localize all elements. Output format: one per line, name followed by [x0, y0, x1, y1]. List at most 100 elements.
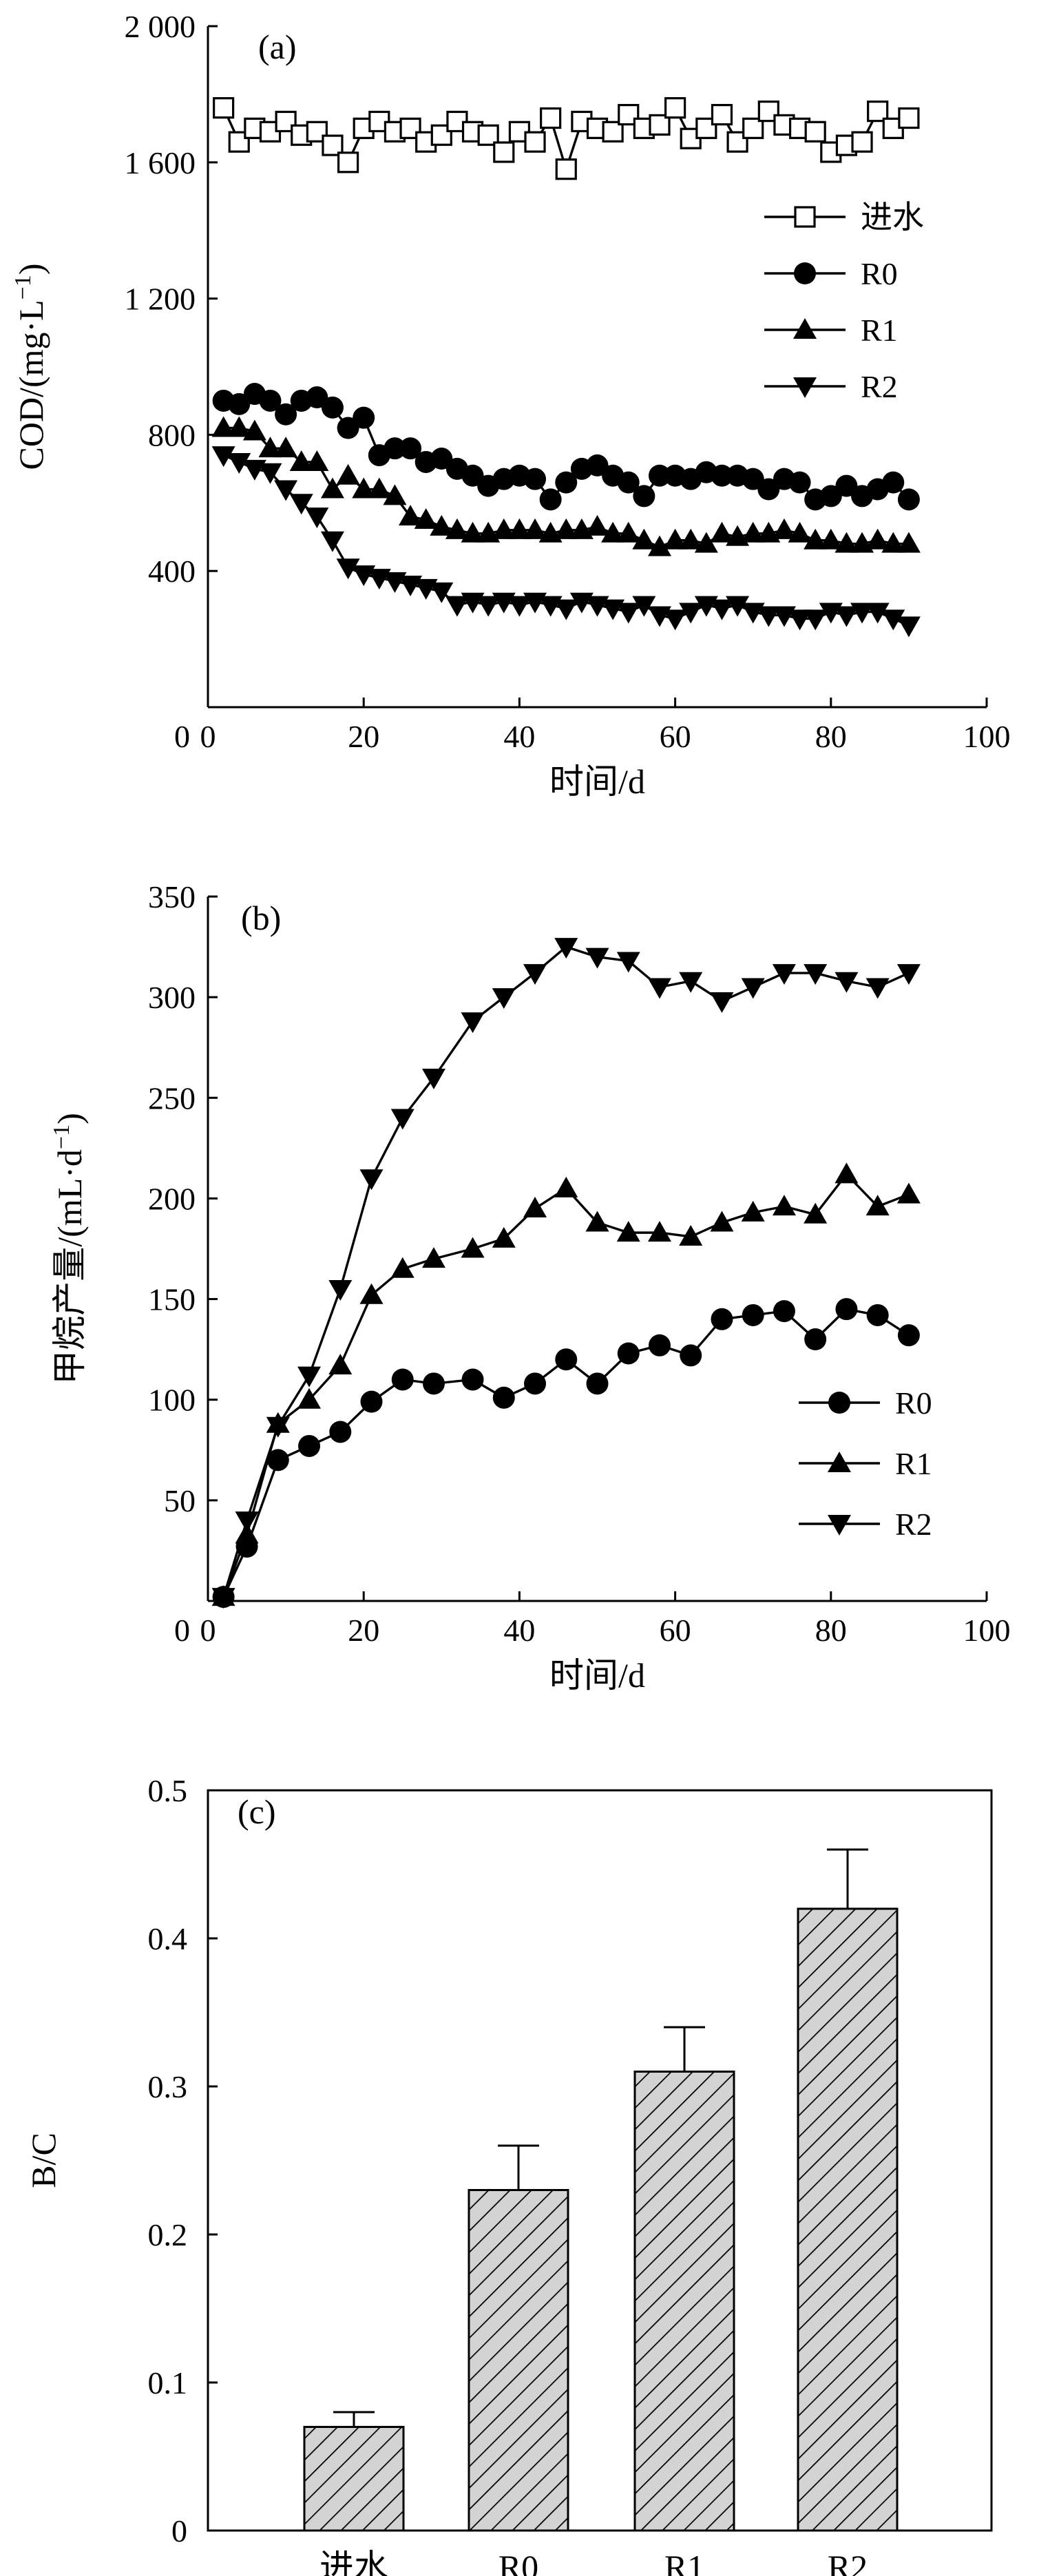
data-point [266, 1449, 289, 1472]
bar-group-series0: 进水 [303, 2411, 405, 2576]
data-point [804, 964, 828, 985]
data-point [228, 392, 251, 415]
legend-marker [828, 1515, 851, 1536]
data-point [757, 478, 780, 501]
legend-label: R1 [895, 1446, 932, 1481]
y-axis-title-close: ) [50, 1113, 89, 1124]
series-r2 [211, 446, 921, 638]
data-point [711, 464, 733, 487]
data-point [663, 528, 687, 549]
data-point [741, 1200, 765, 1222]
data-point [896, 964, 921, 985]
data-point [788, 609, 812, 631]
data-point [274, 437, 298, 458]
data-point [476, 596, 501, 617]
panel-a-cod-chart: 0 20 40 60 80 100 400 800 1 200 1 600 2 000 0 时间/d CO… [10, 9, 1011, 801]
data-point [422, 1372, 445, 1395]
data-point [320, 477, 344, 499]
data-point [211, 446, 235, 468]
panel-b-methane-chart: 0 20 40 60 80 100 50 100 150 200 250 300 350 0 时间/d 甲烷产… [49, 879, 1011, 1695]
legend-label: R0 [861, 256, 898, 291]
data-point [586, 454, 609, 477]
bar [468, 2189, 569, 2532]
panel-label: (b) [241, 899, 281, 937]
data-point [772, 1195, 796, 1216]
data-point [881, 609, 905, 631]
data-point [492, 988, 516, 1009]
legend-item-series0: 进水 [764, 200, 924, 235]
data-point [298, 1434, 321, 1457]
data-point [461, 464, 484, 487]
data-point [804, 1202, 828, 1224]
y-tick-label: 200 [148, 1181, 196, 1216]
data-point [507, 518, 532, 539]
x-axis-title: 时间/d [549, 762, 645, 801]
legend-marker [793, 318, 817, 339]
plot-frame [207, 1789, 993, 2532]
series-line-r1 [222, 1172, 910, 1598]
data-point [741, 978, 765, 999]
data-point [523, 1197, 547, 1218]
y-tick-label: 0.5 [148, 1773, 188, 1808]
data-point [297, 1366, 322, 1388]
data-point [710, 521, 734, 543]
data-point [835, 1162, 859, 1184]
data-point [757, 606, 781, 627]
data-point [585, 1211, 609, 1232]
legend-marker [793, 377, 817, 398]
data-point [898, 107, 920, 129]
data-point [305, 507, 329, 529]
data-point [227, 416, 251, 437]
bar-group-r2: R2 [797, 1848, 899, 2576]
data-point [649, 114, 671, 136]
data-point [647, 1221, 671, 1242]
x-tick-label: 60 [660, 1613, 691, 1648]
data-point [384, 437, 406, 460]
series-r2 [211, 938, 921, 1609]
data-point [228, 131, 250, 153]
data-point [804, 528, 828, 549]
data-point [819, 485, 842, 507]
data-point [679, 972, 703, 993]
data-point [461, 1368, 484, 1391]
data-point [742, 468, 764, 490]
data-point [663, 609, 687, 631]
y-tick-label: 0 [171, 2513, 187, 2548]
data-point [741, 521, 765, 543]
data-point [632, 528, 656, 549]
data-point [896, 532, 921, 553]
x-tick-label: 100 [963, 1613, 1011, 1648]
x-tick-label: 20 [348, 719, 379, 754]
data-point [337, 417, 359, 439]
data-point [555, 1348, 578, 1371]
data-point [554, 938, 578, 959]
data-point [586, 1372, 609, 1395]
panel-label: (a) [258, 28, 297, 66]
data-point [648, 464, 671, 487]
data-point [445, 596, 469, 617]
data-point [617, 471, 640, 494]
legend-item-r2: R2 [799, 1507, 932, 1542]
y-axis-title: 甲烷产量/(mL·d−1) [49, 1113, 89, 1384]
data-point [414, 508, 438, 530]
data-point [710, 1211, 734, 1232]
y-tick-label: 250 [148, 1080, 196, 1116]
legend: 进水 R0 R1 R2 [764, 200, 924, 404]
data-point [328, 1279, 353, 1301]
data-point [289, 494, 313, 515]
data-point [492, 518, 516, 539]
data-point [336, 558, 360, 580]
data-point [835, 1298, 858, 1321]
data-point [804, 121, 826, 143]
data-point [274, 480, 298, 501]
data-point [835, 972, 859, 993]
legend-label: R1 [861, 313, 898, 348]
data-point [445, 518, 469, 539]
data-point [585, 514, 609, 536]
data-point [390, 1109, 414, 1130]
data-point [337, 151, 359, 174]
series-r1 [211, 416, 921, 556]
data-point [835, 532, 859, 553]
data-point [421, 1069, 445, 1090]
data-point [617, 1342, 640, 1365]
